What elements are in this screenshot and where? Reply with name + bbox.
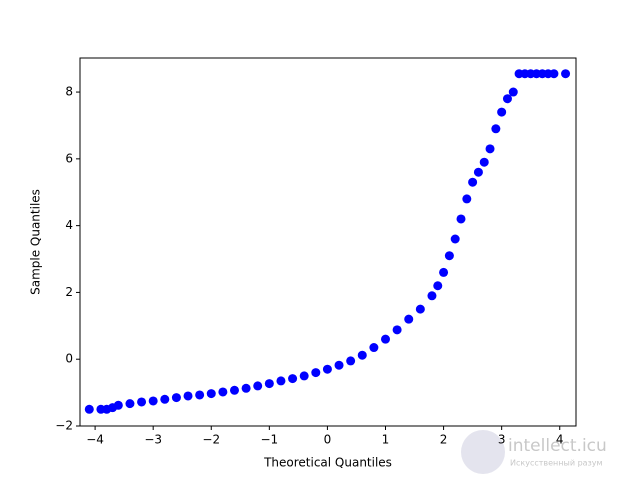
- point: [369, 343, 379, 353]
- y-tick-label: 2: [65, 285, 73, 299]
- y-tick-label: 4: [65, 218, 73, 232]
- point: [415, 304, 425, 314]
- point: [264, 379, 274, 389]
- point: [113, 400, 123, 410]
- x-tick-label: 1: [382, 433, 390, 447]
- point: [125, 399, 135, 409]
- point: [462, 194, 472, 204]
- point: [334, 360, 344, 370]
- point: [84, 404, 94, 414]
- x-tick-label: −4: [86, 433, 104, 447]
- point: [380, 334, 390, 344]
- point: [311, 368, 321, 378]
- y-tick-label: 0: [65, 352, 73, 366]
- point: [253, 381, 263, 391]
- point: [160, 394, 170, 404]
- point: [491, 124, 501, 134]
- point: [229, 385, 239, 395]
- x-tick-label: 4: [556, 433, 564, 447]
- point: [444, 251, 454, 261]
- point: [288, 374, 298, 384]
- point: [479, 157, 489, 167]
- point: [433, 281, 443, 291]
- point: [549, 69, 559, 79]
- y-tick-label: 8: [65, 85, 73, 99]
- x-tick-label: 3: [498, 433, 506, 447]
- x-tick-label: 2: [440, 433, 448, 447]
- point: [241, 383, 251, 393]
- watermark-title: intellect.icu: [508, 436, 607, 456]
- point: [299, 371, 309, 381]
- x-axis-label: Theoretical Quantiles: [263, 456, 392, 470]
- point: [322, 364, 332, 374]
- x-tick-label: −3: [144, 433, 162, 447]
- watermark-logo: [461, 430, 505, 474]
- point: [137, 397, 147, 407]
- point: [276, 376, 286, 386]
- plot-frame: [79, 57, 577, 427]
- point: [439, 267, 449, 277]
- point: [148, 396, 158, 406]
- point: [561, 69, 571, 79]
- point: [427, 291, 437, 301]
- point: [206, 389, 216, 399]
- point: [456, 214, 466, 224]
- point: [485, 144, 495, 154]
- x-tick-label: −2: [202, 433, 220, 447]
- y-tick-label: −2: [55, 419, 73, 433]
- point: [195, 390, 205, 400]
- point: [502, 94, 512, 104]
- point: [346, 356, 356, 366]
- point: [468, 177, 478, 187]
- point: [473, 167, 483, 177]
- point: [392, 325, 402, 335]
- watermark-subtitle: Искусственный разум: [510, 459, 603, 468]
- point: [183, 391, 193, 401]
- point: [171, 393, 181, 403]
- x-tick-label: −1: [260, 433, 278, 447]
- point: [497, 107, 507, 117]
- point: [404, 314, 414, 324]
- x-tick-label: 0: [324, 433, 332, 447]
- point: [218, 387, 228, 397]
- point: [450, 234, 460, 244]
- y-axis-label: Sample Quantiles: [29, 189, 43, 295]
- point: [357, 350, 367, 360]
- point: [508, 87, 518, 97]
- y-tick-label: 6: [65, 151, 73, 165]
